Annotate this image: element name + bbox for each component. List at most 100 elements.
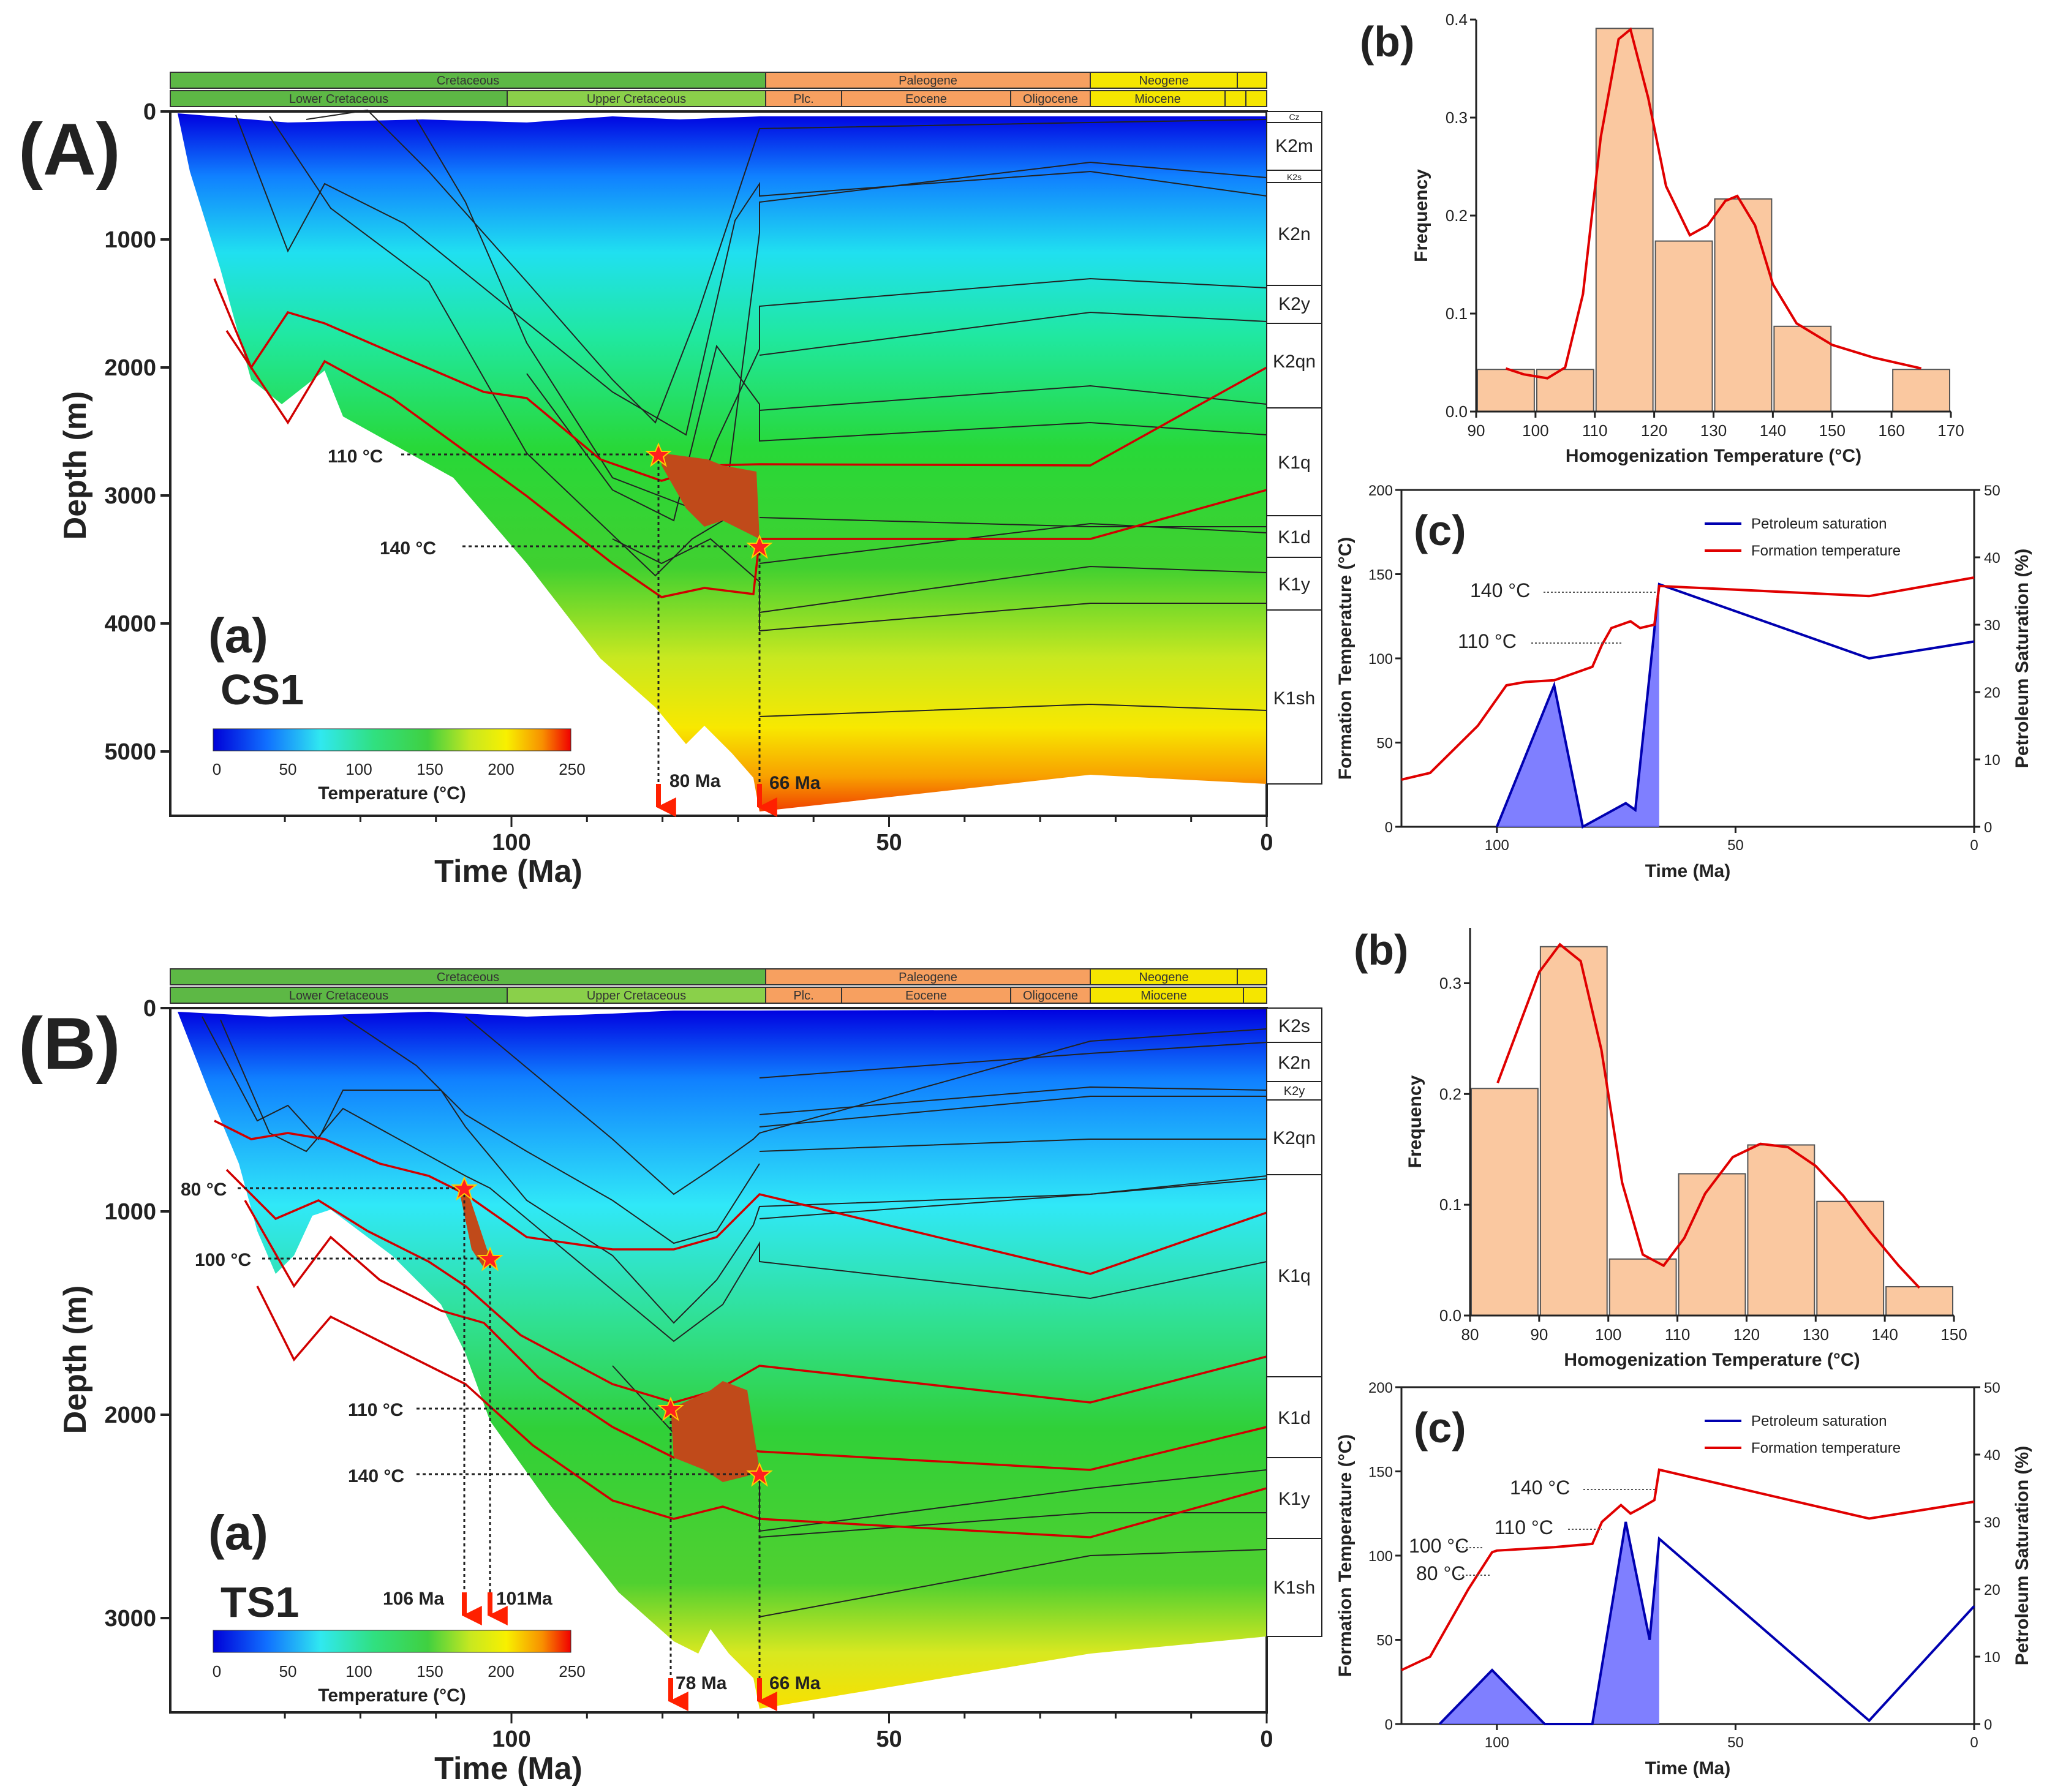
x-tick-label: 170 <box>1937 421 1964 440</box>
epoch-plc: Plc. <box>793 989 813 1003</box>
y-axis-right-label: Petroleum Saturation (%) <box>2012 549 2032 768</box>
epoch-upper-cretaceous: Upper Cretaceous <box>587 989 686 1003</box>
legend-label: Petroleum saturation <box>1751 516 1887 532</box>
period-neogene: Neogene <box>1139 971 1188 984</box>
colorbar <box>213 728 571 751</box>
annotation-label: 140 °C <box>1510 1477 1570 1499</box>
histogram-bar <box>1536 369 1594 413</box>
x-tick-label: 100 <box>492 1726 530 1752</box>
epoch-lower-cretaceous: Lower Cretaceous <box>289 989 388 1003</box>
y-tick-right-label: 20 <box>1984 1582 2000 1598</box>
y-tick-label: 0.0 <box>1439 1306 1461 1325</box>
formation-label: K1q <box>1278 453 1310 473</box>
histogram-bar <box>1885 1286 1953 1316</box>
y-axis-label: Formation Temperature (°C) <box>1335 1434 1356 1677</box>
formation-label: K2m <box>1275 136 1313 156</box>
y-tick-label: 0.1 <box>1439 1195 1461 1214</box>
formation-column <box>1266 1007 1322 1637</box>
colorbar <box>213 1630 571 1653</box>
y-tick-label: 50 <box>1376 736 1393 752</box>
panel-label: (c) <box>1414 506 1466 554</box>
formation-label: K2y <box>1278 294 1310 314</box>
histogram-bar <box>1608 1258 1677 1317</box>
formation-label: K1q <box>1278 1266 1310 1286</box>
temp-label-140: 140 °C <box>380 538 436 559</box>
histogram-bar <box>1816 1200 1885 1317</box>
x-tick-label: 0 <box>1260 1726 1273 1752</box>
colorbar-ticks: 0 50 100 150 200 250 <box>213 760 586 778</box>
y-tick-label: 0 <box>143 996 156 1022</box>
x-tick-label: 0 <box>1260 830 1273 856</box>
histogram-bar <box>1595 28 1654 412</box>
histogram-bar <box>1654 240 1713 412</box>
y-tick-label: 150 <box>1368 567 1393 584</box>
colorbar-tick-label: 150 <box>417 760 443 778</box>
y-tick-label: 0.4 <box>1446 10 1468 29</box>
x-tick-label: 150 <box>1940 1325 1967 1344</box>
epoch-upper-cretaceous: Upper Cretaceous <box>587 92 686 106</box>
y-tick-label: 0 <box>1385 1717 1393 1733</box>
legend-label: Formation temperature <box>1751 543 1901 559</box>
oil-charge-window <box>662 453 760 539</box>
y-tick-label: 0.3 <box>1439 974 1461 992</box>
x-axis-label: Time (Ma) <box>1645 1758 1730 1779</box>
y-tick-right-label: 30 <box>1984 617 2000 634</box>
y-tick-label: 4000 <box>104 611 156 637</box>
age-label-66: 66 Ma <box>769 773 821 793</box>
y-tick-right-label: 40 <box>1984 1447 2000 1464</box>
x-axis-label: Time (Ma) <box>434 854 583 889</box>
strata-lines <box>235 109 1267 717</box>
x-tick-label: 100 <box>1522 421 1548 440</box>
y-tick-label: 0 <box>143 99 156 125</box>
formation-label: K2y <box>1284 1085 1305 1098</box>
x-tick-label: 0 <box>1970 837 1978 854</box>
formation-label: K2qn <box>1273 1128 1316 1148</box>
red-strata-lines <box>213 278 1267 598</box>
plot-frame <box>1400 489 1975 828</box>
x-tick-label: 140 <box>1760 421 1786 440</box>
well-name: TS1 <box>221 1578 299 1626</box>
age-label-101: 101Ma <box>496 1589 552 1609</box>
y-tick-right-label: 10 <box>1984 752 2000 769</box>
x-tick-label: 50 <box>876 1726 902 1752</box>
y-tick-label: 100 <box>1368 651 1393 668</box>
x-tick-label: 130 <box>1803 1325 1829 1344</box>
panel-label: (B) <box>18 1003 121 1085</box>
y-tick-label: 2000 <box>104 1402 156 1428</box>
epoch-oligocene: Oligocene <box>1023 989 1078 1003</box>
x-tick-label: 110 <box>1665 1325 1690 1344</box>
y-tick-labels: 0 1000 2000 3000 4000 5000 <box>104 99 170 765</box>
temp-label-110: 110 °C <box>328 446 383 467</box>
formation-label: K1y <box>1278 1489 1310 1509</box>
legend-label: Petroleum saturation <box>1751 1413 1887 1429</box>
y-tick-label: 0.2 <box>1439 1085 1461 1103</box>
temp-label-140: 140 °C <box>348 1466 404 1486</box>
y-axis-label: Depth (m) <box>58 391 93 540</box>
temp-guides <box>238 1187 761 1678</box>
period-paleogene: Paleogene <box>899 74 957 88</box>
y-tick-label: 0.3 <box>1446 108 1468 127</box>
y-tick-label: 1000 <box>104 1199 156 1225</box>
star-marker <box>657 1396 684 1421</box>
x-tick-label: 0 <box>1970 1734 1978 1751</box>
y-tick-label: 50 <box>1376 1633 1393 1649</box>
histogram-bar <box>1539 946 1608 1316</box>
epoch-lower-cretaceous: Lower Cretaceous <box>289 92 388 106</box>
colorbar-tick-label: 50 <box>279 760 297 778</box>
temp-label-100: 100 °C <box>195 1250 251 1270</box>
x-axis-label: Time (Ma) <box>434 1751 583 1786</box>
y-tick-label: 150 <box>1368 1464 1393 1481</box>
formation-label: K2n <box>1278 1053 1310 1073</box>
y-tick-right-label: 50 <box>1984 483 2000 499</box>
age-label-80: 80 Ma <box>669 771 721 791</box>
panel-label: (b) <box>1360 18 1414 66</box>
formation-label: K2s <box>1287 172 1302 182</box>
panel-label: (A) <box>18 108 121 190</box>
formation-label: K2n <box>1278 224 1310 244</box>
y-axis-label: Formation Temperature (°C) <box>1335 537 1356 780</box>
formation-label: K1sh <box>1273 1578 1315 1598</box>
temperature-line <box>1401 576 1975 781</box>
y-tick-label: 3000 <box>104 483 156 509</box>
epoch-miocene: Miocene <box>1134 92 1181 106</box>
